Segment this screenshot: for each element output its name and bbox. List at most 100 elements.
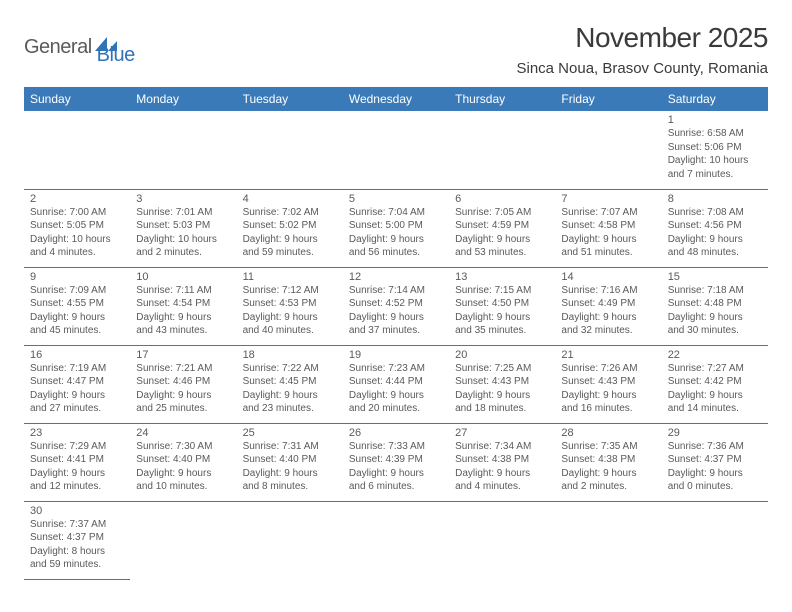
day-detail: Sunrise: 7:29 AM: [30, 440, 124, 454]
day-detail: Sunset: 4:47 PM: [30, 375, 124, 389]
calendar-cell: 4Sunrise: 7:02 AMSunset: 5:02 PMDaylight…: [237, 189, 343, 267]
day-detail: and 53 minutes.: [455, 246, 549, 260]
calendar-cell: [24, 111, 130, 189]
day-detail: and 35 minutes.: [455, 324, 549, 338]
day-detail: and 4 minutes.: [455, 480, 549, 494]
calendar-cell: 19Sunrise: 7:23 AMSunset: 4:44 PMDayligh…: [343, 345, 449, 423]
day-number: 1: [668, 114, 762, 126]
day-detail: and 48 minutes.: [668, 246, 762, 260]
day-detail: Sunrise: 7:33 AM: [349, 440, 443, 454]
day-number: 21: [561, 349, 655, 361]
day-detail: Sunset: 4:56 PM: [668, 219, 762, 233]
day-detail: Sunrise: 7:16 AM: [561, 284, 655, 298]
day-detail: Daylight: 9 hours: [668, 233, 762, 247]
day-number: 29: [668, 427, 762, 439]
location: Sinca Noua, Brasov County, Romania: [516, 60, 768, 77]
day-number: 25: [243, 427, 337, 439]
calendar-cell: 7Sunrise: 7:07 AMSunset: 4:58 PMDaylight…: [555, 189, 661, 267]
day-detail: Sunrise: 7:01 AM: [136, 206, 230, 220]
day-detail: Sunrise: 7:00 AM: [30, 206, 124, 220]
day-detail: and 40 minutes.: [243, 324, 337, 338]
day-number: 14: [561, 271, 655, 283]
day-detail: and 37 minutes.: [349, 324, 443, 338]
day-number: 9: [30, 271, 124, 283]
day-detail: Sunrise: 7:18 AM: [668, 284, 762, 298]
day-number: 2: [30, 193, 124, 205]
calendar-cell: 30Sunrise: 7:37 AMSunset: 4:37 PMDayligh…: [24, 501, 130, 579]
day-number: 10: [136, 271, 230, 283]
calendar-cell: 27Sunrise: 7:34 AMSunset: 4:38 PMDayligh…: [449, 423, 555, 501]
day-detail: Daylight: 9 hours: [455, 389, 549, 403]
calendar-cell: 17Sunrise: 7:21 AMSunset: 4:46 PMDayligh…: [130, 345, 236, 423]
day-detail: Sunrise: 7:19 AM: [30, 362, 124, 376]
calendar-week: 16Sunrise: 7:19 AMSunset: 4:47 PMDayligh…: [24, 345, 768, 423]
calendar-table: SundayMondayTuesdayWednesdayThursdayFrid…: [24, 87, 768, 580]
day-detail: Sunset: 4:55 PM: [30, 297, 124, 311]
day-detail: Sunset: 4:40 PM: [243, 453, 337, 467]
calendar-cell: [662, 501, 768, 579]
day-detail: Sunset: 4:53 PM: [243, 297, 337, 311]
calendar-cell: 10Sunrise: 7:11 AMSunset: 4:54 PMDayligh…: [130, 267, 236, 345]
day-detail: Daylight: 9 hours: [668, 467, 762, 481]
day-detail: Daylight: 9 hours: [455, 233, 549, 247]
day-header: Monday: [130, 87, 236, 111]
day-header: Sunday: [24, 87, 130, 111]
day-detail: Sunrise: 7:27 AM: [668, 362, 762, 376]
day-number: 28: [561, 427, 655, 439]
day-number: 23: [30, 427, 124, 439]
calendar-cell: 23Sunrise: 7:29 AMSunset: 4:41 PMDayligh…: [24, 423, 130, 501]
day-detail: Daylight: 9 hours: [561, 311, 655, 325]
day-detail: Sunrise: 7:37 AM: [30, 518, 124, 532]
day-number: 20: [455, 349, 549, 361]
day-detail: Daylight: 10 hours: [136, 233, 230, 247]
day-detail: and 10 minutes.: [136, 480, 230, 494]
day-number: 26: [349, 427, 443, 439]
day-detail: Sunset: 4:41 PM: [30, 453, 124, 467]
day-detail: Sunset: 4:48 PM: [668, 297, 762, 311]
day-number: 18: [243, 349, 337, 361]
day-detail: Daylight: 9 hours: [349, 389, 443, 403]
day-header: Friday: [555, 87, 661, 111]
day-detail: Sunrise: 7:21 AM: [136, 362, 230, 376]
logo-text-general: General: [24, 36, 92, 59]
day-detail: Sunset: 4:59 PM: [455, 219, 549, 233]
calendar-cell: 12Sunrise: 7:14 AMSunset: 4:52 PMDayligh…: [343, 267, 449, 345]
day-detail: Sunrise: 7:26 AM: [561, 362, 655, 376]
day-header: Thursday: [449, 87, 555, 111]
day-detail: Sunrise: 7:15 AM: [455, 284, 549, 298]
day-detail: Sunset: 4:44 PM: [349, 375, 443, 389]
calendar-cell: 6Sunrise: 7:05 AMSunset: 4:59 PMDaylight…: [449, 189, 555, 267]
day-detail: Daylight: 10 hours: [30, 233, 124, 247]
day-detail: and 25 minutes.: [136, 402, 230, 416]
day-detail: Sunset: 4:46 PM: [136, 375, 230, 389]
calendar-cell: 11Sunrise: 7:12 AMSunset: 4:53 PMDayligh…: [237, 267, 343, 345]
month-title: November 2025: [516, 22, 768, 54]
day-detail: Sunset: 4:45 PM: [243, 375, 337, 389]
calendar-cell: 15Sunrise: 7:18 AMSunset: 4:48 PMDayligh…: [662, 267, 768, 345]
calendar-cell: [449, 501, 555, 579]
day-detail: Sunrise: 7:07 AM: [561, 206, 655, 220]
day-detail: Daylight: 9 hours: [349, 311, 443, 325]
title-block: November 2025 Sinca Noua, Brasov County,…: [516, 22, 768, 77]
day-number: 4: [243, 193, 337, 205]
day-detail: Sunset: 4:49 PM: [561, 297, 655, 311]
day-detail: and 18 minutes.: [455, 402, 549, 416]
day-detail: Sunrise: 7:25 AM: [455, 362, 549, 376]
day-detail: Daylight: 9 hours: [455, 311, 549, 325]
day-detail: Sunset: 4:43 PM: [561, 375, 655, 389]
day-number: 12: [349, 271, 443, 283]
day-detail: Sunset: 4:37 PM: [668, 453, 762, 467]
day-detail: Daylight: 9 hours: [243, 311, 337, 325]
calendar-cell: [555, 111, 661, 189]
calendar-cell: [343, 501, 449, 579]
calendar-cell: [555, 501, 661, 579]
day-detail: and 23 minutes.: [243, 402, 337, 416]
day-detail: Sunrise: 7:11 AM: [136, 284, 230, 298]
calendar-cell: 16Sunrise: 7:19 AMSunset: 4:47 PMDayligh…: [24, 345, 130, 423]
day-detail: and 20 minutes.: [349, 402, 443, 416]
day-detail: Sunrise: 7:12 AM: [243, 284, 337, 298]
day-number: 30: [30, 505, 124, 517]
day-header: Tuesday: [237, 87, 343, 111]
day-detail: Sunset: 5:02 PM: [243, 219, 337, 233]
day-detail: Daylight: 8 hours: [30, 545, 124, 559]
